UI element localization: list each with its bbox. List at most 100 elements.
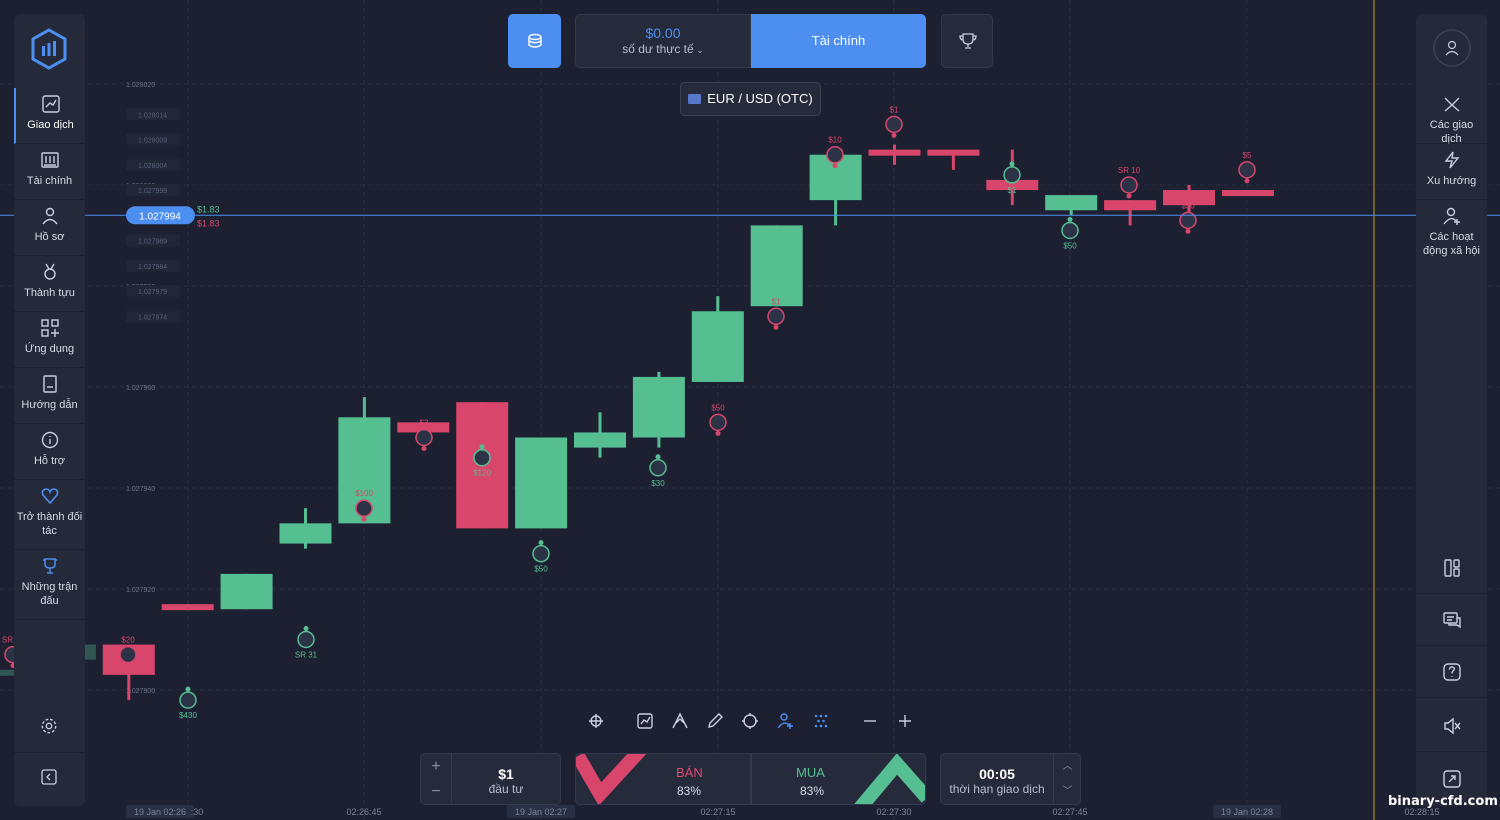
y-axis: 1.0280201.0280001.0279801.0279601.027940… [126,82,155,695]
crosshair-icon[interactable] [586,711,606,731]
trader-avatar [1179,211,1197,230]
sidebar-item-label: Hồ sơ [34,231,65,243]
x-tick-label: 02:27:30 [876,807,911,817]
y-tick-label: 1.028020 [126,82,155,89]
indicators-icon[interactable] [670,711,690,731]
finance-button[interactable]: Tài chính [751,14,926,68]
trade-marker: $5 [1238,151,1256,184]
chevron-up-icon[interactable]: ︿ [1062,761,1073,772]
sidebar-item-6[interactable]: Hướng dẫn [14,368,85,424]
settings-icon[interactable] [40,717,58,735]
sidebar-item-9[interactable]: Những trận đấu [14,550,85,620]
collapse-icon[interactable] [41,769,57,785]
asset-selector[interactable]: EUR / USD (OTC) [680,82,821,116]
right-nav-item-3[interactable]: Các hoạt động xã hội [1416,200,1487,266]
duration-field[interactable]: 00:05 thời hạn giao dịch ︿ ﹀ [940,753,1081,805]
chat-icon[interactable] [1442,610,1462,630]
x-tick-label: 02:26:45 [346,807,381,817]
divider [451,754,452,804]
trade-amount: $430 [179,711,197,720]
marker-dot [1067,216,1073,222]
sell-label: BÁN [676,765,703,780]
candle-body [1104,200,1157,211]
trade-amount: $20 [121,636,135,645]
trade-amount: SR 31 [295,651,318,660]
order-book-row [126,259,180,272]
marker-dot [185,686,191,692]
candle-body [1045,195,1098,211]
increase-investment-button[interactable]: + [431,758,441,775]
trade-marker: $100 [355,489,373,522]
info-icon [40,430,60,450]
sidebar-item-8[interactable]: Trở thành đối tác [14,480,85,550]
balance-selector[interactable]: $0.00 số dư thực tế ⌄ [575,14,751,68]
sell-payout: 83% [677,784,702,798]
avatar-icon[interactable] [1432,28,1472,68]
mute-icon[interactable] [1442,716,1462,736]
trader-avatar [767,307,785,326]
trader-avatar [826,145,844,164]
x-date-badge [507,805,575,818]
trader-avatar [473,448,491,467]
zoom-out-icon[interactable] [860,711,880,731]
candle-body [750,225,803,307]
zoom-in-icon[interactable] [895,711,915,731]
y-tick-label: 1.027920 [126,587,155,594]
finance-icon [40,150,60,170]
chevron-down-icon[interactable]: ﹀ [1062,786,1073,797]
sidebar-item-4[interactable]: Thành tựu [14,256,85,312]
sidebar-item-label: Hỗ trợ [33,455,66,467]
x-tick-label: 19 Jan 02:28 [1221,807,1273,817]
balance-caption: số dư thực tế ⌄ [622,42,704,56]
order-book-price: 1.028004 [138,163,167,170]
payout-up-label: $1.83 [197,204,220,214]
sell-button[interactable]: BÁN 83% [575,753,751,805]
social-icon[interactable] [775,711,795,731]
decrease-investment-button[interactable]: − [431,783,441,800]
trade-marker: $50 [532,540,550,574]
order-book-price: 1.027974 [138,314,167,321]
sidebar-item-3[interactable]: Hồ sơ [14,200,85,256]
tournament-button[interactable] [941,14,993,68]
trade-marker: $10 [826,136,844,169]
current-price-badge [126,206,195,225]
y-tick-label: 1.027900 [126,688,155,695]
sidebar-item-label: Thành tựu [24,287,75,299]
divider [1416,645,1487,646]
order-book-price: 1.027989 [138,239,167,246]
candle-body [574,432,626,448]
target-icon[interactable] [740,711,760,731]
asset-pair: EUR / USD (OTC) [707,91,813,106]
marker-dot [1009,161,1015,167]
x-tick-label: 19 Jan 02:27 [515,807,567,817]
trader-avatar [885,115,903,134]
wallet-button[interactable] [508,14,561,68]
fullscreen-icon[interactable] [1442,769,1462,789]
trade-amount: $30 [651,479,665,488]
x-date-badge [126,805,194,818]
sidebar-item-5[interactable]: Ứng dụng [14,312,85,368]
order-book-price: 1.028009 [138,138,167,145]
pencil-icon[interactable] [705,711,725,731]
grid-icon[interactable] [811,711,831,731]
sidebar-item-1[interactable]: Giao dịch [14,88,85,144]
chart-type-icon[interactable] [635,711,655,731]
right-nav-item-1[interactable]: Các giao dịch [1416,88,1487,145]
marker-dot [125,663,131,669]
logo-icon[interactable] [30,28,68,70]
x-tick-label: 19 Jan 02:26 [134,807,186,817]
sidebar-item-7[interactable]: Hỗ trợ [14,424,85,480]
candle-body [927,149,980,156]
marker-dot [538,540,544,546]
sidebar-item-2[interactable]: Tài chính [14,144,85,200]
right-nav-item-2[interactable]: Xu hướng [1416,144,1487,200]
help-icon[interactable] [1442,662,1462,682]
candle [161,604,214,611]
trader-avatar [179,691,197,709]
order-book-price: 1.027999 [138,188,167,195]
layout-icon[interactable] [1442,558,1462,578]
investment-field[interactable]: + − $1 đầu tư [420,753,561,805]
trade-amount: SR 20 [2,636,25,645]
buy-button[interactable]: MUA 83% [751,753,926,805]
